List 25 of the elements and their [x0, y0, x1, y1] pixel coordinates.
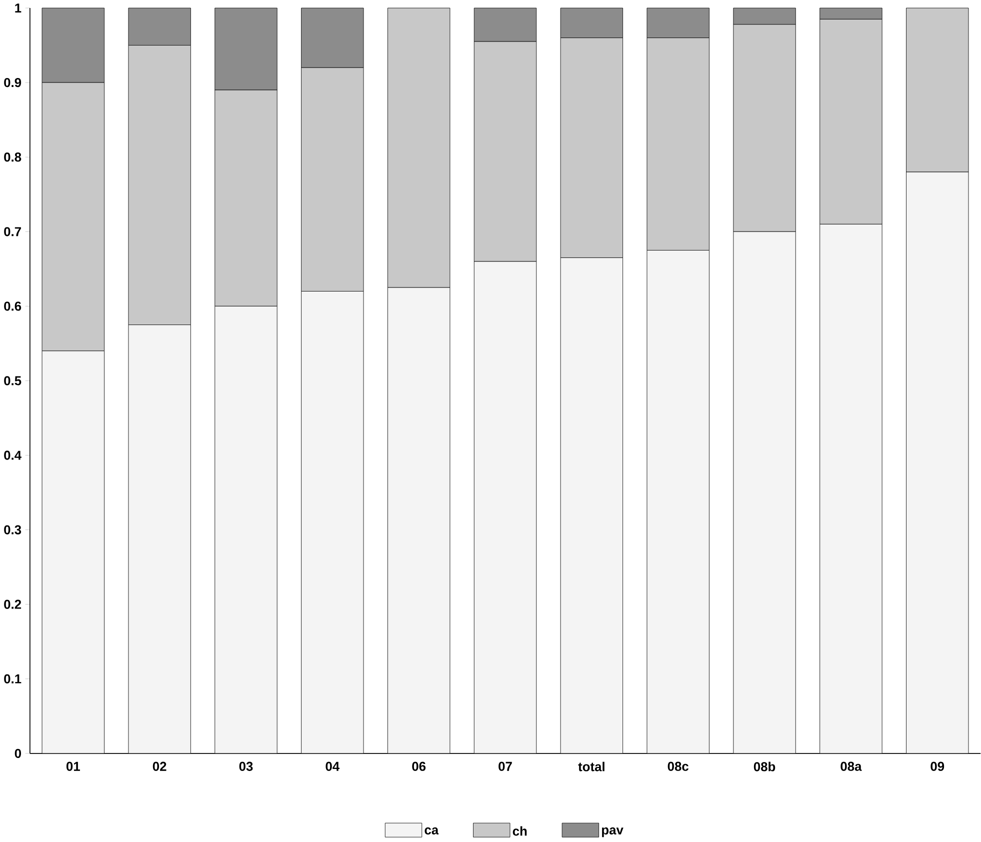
- y-tick-label: 0.4: [4, 450, 22, 460]
- x-tick-label: 07: [498, 762, 512, 772]
- y-tick-label: 0.3: [4, 525, 22, 535]
- y-tick-label: 0.9: [4, 78, 22, 88]
- legend-label: ca: [424, 828, 439, 835]
- x-tick-label: 01: [66, 762, 80, 772]
- x-tick-label: 08a: [840, 762, 862, 772]
- y-tick-label: 0.1: [4, 674, 22, 684]
- x-tick-label: 03: [239, 762, 253, 772]
- y-tick-label: 1: [15, 4, 22, 13]
- x-tick-label: 06: [412, 762, 426, 772]
- x-tick-label: total: [578, 762, 604, 772]
- y-tick-label: 0.2: [4, 600, 22, 610]
- x-tick-label: 04: [326, 762, 340, 772]
- x-tick-label: 02: [152, 762, 166, 772]
- legend-label: pav: [602, 828, 624, 838]
- y-tick-label: 0.8: [4, 152, 22, 162]
- y-tick-label: 0: [14, 749, 22, 758]
- x-tick-label: 08c: [668, 762, 688, 772]
- y-tick-label: 0.6: [4, 302, 22, 311]
- y-tick-label: 0.5: [4, 376, 22, 386]
- x-tick-label: 09: [930, 762, 944, 772]
- y-tick-label: 0.7: [4, 227, 21, 236]
- x-tick-label: 08b: [754, 762, 776, 772]
- legend-label: ch: [512, 826, 527, 836]
